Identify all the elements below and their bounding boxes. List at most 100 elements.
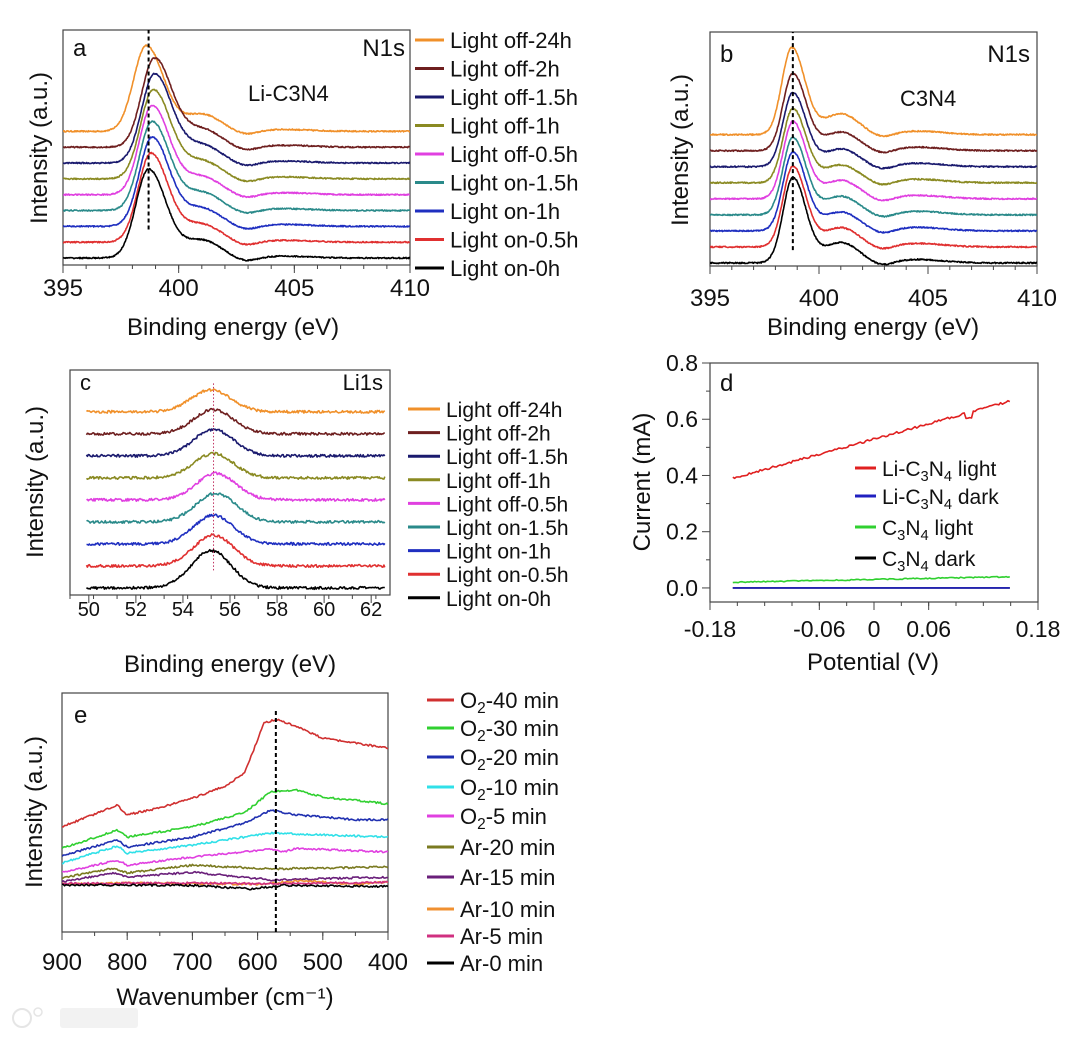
panel-b: 395 400 405 410 Binding energy (eV) Intensity… bbox=[667, 31, 1057, 341]
x-tick-label: 500 bbox=[303, 949, 343, 976]
legend-label: O2-5 min bbox=[460, 804, 547, 833]
x-tick-label: 395 bbox=[43, 275, 83, 302]
spectrum-title: Li1s bbox=[343, 370, 383, 395]
legend-label: O2-20 min bbox=[460, 745, 559, 774]
y-axis-label: Intensity (a.u.) bbox=[26, 72, 53, 224]
x-tick-label: 400 bbox=[799, 285, 839, 312]
y-axis-label: Intensity (a.u.) bbox=[21, 736, 48, 888]
series-line-light-on-0h bbox=[710, 176, 1037, 266]
y-axis-label: Intensity (a.u.) bbox=[667, 74, 694, 226]
legend-label: C3N4 light bbox=[882, 517, 973, 544]
legend-label: C3N4 dark bbox=[882, 548, 976, 575]
series-line-light-off-1-5h bbox=[63, 72, 410, 167]
series-line-light-on-1-5h bbox=[710, 136, 1037, 218]
panel-e: 900 800 700 600 500 400 Wavenumber (cm⁻¹) Inten… bbox=[21, 688, 559, 1011]
x-tick-label: -0.18 bbox=[684, 616, 736, 642]
y-tick-label: 0.6 bbox=[666, 406, 698, 432]
series-group bbox=[85, 388, 386, 591]
series-group bbox=[732, 399, 1011, 589]
series-line-c3n4-light bbox=[732, 575, 1010, 584]
series-line-o2-30-min bbox=[62, 788, 388, 849]
legend-label: Ar-0 min bbox=[460, 951, 543, 976]
legend-label: Light off-2h bbox=[450, 57, 560, 82]
legend-label: Light on-1.5h bbox=[446, 517, 569, 540]
plot-frame bbox=[61, 692, 389, 933]
series-line-o2-40-min bbox=[62, 718, 388, 828]
legend-label: Light off-2h bbox=[446, 423, 551, 446]
legend-label: Ar-15 min bbox=[460, 865, 555, 890]
legend-label: Light off-1h bbox=[446, 470, 551, 493]
x-tick-label: 60 bbox=[313, 599, 335, 621]
panel-d: -0.18 -0.06 0 0.06 0.18 0.0 0.2 0.4 0.6 0.8 Potent… bbox=[629, 350, 1060, 676]
x-tick-label: 52 bbox=[125, 599, 147, 621]
legend-label: O2-30 min bbox=[460, 716, 559, 745]
x-tick-label: 395 bbox=[690, 285, 730, 312]
sample-label: Li-C3N4 bbox=[248, 81, 329, 106]
x-tick-label: 62 bbox=[360, 599, 382, 621]
x-tick-label: 400 bbox=[159, 275, 199, 302]
legend-label: Ar-20 min bbox=[460, 835, 555, 860]
legend-label: Light off-0.5h bbox=[446, 493, 568, 516]
x-axis-label: Binding energy (eV) bbox=[767, 314, 979, 341]
panel-c: 50 52 54 56 58 60 62 Binding energy (eV) Intensi… bbox=[22, 369, 569, 678]
series-line-light-on-0h bbox=[85, 548, 385, 591]
series-line-light-on-0-5h bbox=[710, 165, 1037, 250]
series-line-light-on-1h bbox=[710, 151, 1037, 234]
series-line-light-off-2h bbox=[85, 407, 385, 436]
x-tick-label: 400 bbox=[368, 949, 408, 976]
series-line-light-on-1-5h bbox=[86, 492, 386, 524]
series-line-light-off-0-5h bbox=[86, 471, 386, 502]
series-line-ar-0-min bbox=[62, 883, 388, 891]
x-tick-label: 58 bbox=[266, 599, 288, 621]
series-line-light-off-0-5h bbox=[63, 104, 410, 199]
panel-letter: a bbox=[73, 35, 87, 62]
sample-label: C3N4 bbox=[900, 86, 956, 111]
x-tick-label: 0 bbox=[868, 616, 881, 642]
legend-label: Ar-10 min bbox=[460, 897, 555, 922]
series-line-ar-20-min bbox=[62, 863, 388, 880]
x-tick-label: 600 bbox=[238, 949, 278, 976]
x-axis-label: Potential (V) bbox=[807, 649, 939, 676]
panel-letter: b bbox=[720, 41, 733, 68]
plot-frame bbox=[709, 31, 1038, 267]
x-tick-label: 50 bbox=[78, 599, 100, 621]
x-tick-label: 56 bbox=[219, 599, 241, 621]
x-tick-label: 0.06 bbox=[906, 616, 951, 642]
x-tick-label: 405 bbox=[274, 275, 314, 302]
watermark-logo bbox=[12, 1007, 138, 1028]
series-line-light-off-2h bbox=[710, 72, 1037, 154]
series-line-o2-20-min bbox=[62, 809, 388, 857]
legend-label: Li-C3N4 light bbox=[882, 458, 997, 485]
legend-label: Li-C3N4 dark bbox=[882, 486, 999, 513]
series-line-light-off-24h bbox=[63, 44, 410, 135]
x-axis-label: Binding energy (eV) bbox=[124, 651, 336, 678]
legend-label: Light on-1.5h bbox=[450, 171, 578, 196]
series-group bbox=[62, 718, 388, 891]
spectrum-title: N1s bbox=[362, 35, 405, 62]
series-group bbox=[63, 44, 410, 262]
spectrum-title: N1s bbox=[987, 41, 1030, 68]
x-tick-label: 0.18 bbox=[1016, 616, 1061, 642]
plot-frame bbox=[709, 362, 1039, 603]
y-axis-label: Intensity (a.u.) bbox=[22, 406, 49, 558]
legend-label: O2-10 min bbox=[460, 775, 559, 804]
x-tick-label: -0.06 bbox=[793, 616, 845, 642]
series-line-light-off-0-5h bbox=[710, 120, 1037, 202]
y-tick-label: 0.0 bbox=[666, 575, 698, 601]
x-axis-label: Wavenumber (cm⁻¹) bbox=[116, 984, 333, 1011]
series-line-o2-5-min bbox=[62, 847, 388, 873]
series-line-light-on-0h bbox=[63, 167, 410, 262]
panel-a: 395 400 405 410 Binding energy (eV) Intensity… bbox=[26, 28, 578, 341]
panel-letter: c bbox=[80, 370, 91, 395]
legend-label: Light on-0.5h bbox=[450, 228, 578, 253]
x-tick-label: 410 bbox=[1017, 285, 1057, 312]
series-line-light-on-1-5h bbox=[63, 120, 410, 215]
series-line-light-on-0-5h bbox=[63, 151, 410, 246]
legend-label: O2-40 min bbox=[460, 688, 559, 717]
series-line-light-on-0-5h bbox=[85, 533, 386, 568]
legend-label: Ar-5 min bbox=[460, 924, 543, 949]
series-line-light-on-1h bbox=[86, 513, 386, 546]
legend-label: Light off-24h bbox=[450, 28, 572, 53]
